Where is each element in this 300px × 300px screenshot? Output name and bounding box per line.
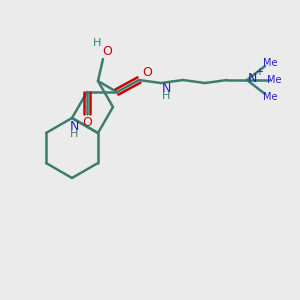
Text: N: N [247, 71, 257, 85]
Text: Me: Me [263, 58, 277, 68]
Text: +: + [255, 67, 263, 77]
Text: N: N [69, 119, 79, 133]
Text: Me: Me [267, 75, 281, 85]
Text: Me: Me [263, 92, 277, 102]
Text: H: H [162, 91, 170, 101]
Text: O: O [142, 65, 152, 79]
Text: O: O [82, 116, 92, 128]
Text: H: H [93, 38, 101, 48]
Text: N: N [161, 82, 171, 94]
Text: O: O [102, 44, 112, 58]
Text: H: H [70, 129, 78, 139]
